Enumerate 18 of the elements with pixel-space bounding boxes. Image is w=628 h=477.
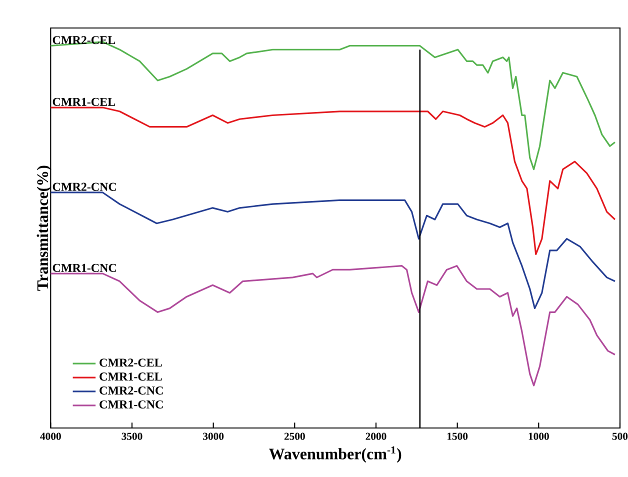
legend-label: CMR1-CNC xyxy=(100,400,163,408)
x-axis-title: Wavenumber(cm$^{-1}$) xyxy=(269,446,402,462)
x-tick-label: 4000 xyxy=(40,432,61,440)
x-tick-label: 3500 xyxy=(122,432,142,440)
annotation: CMR1-CEL xyxy=(52,98,116,106)
annotation: CMR1-CNC xyxy=(52,264,116,272)
x-tick-label: 3000 xyxy=(203,432,224,440)
y-axis-title: Transmittance(%) xyxy=(36,166,52,291)
annotation: CMR2-CEL xyxy=(52,36,116,44)
x-tick-label: 1000 xyxy=(528,432,549,440)
legend-label: CMR2-CEL xyxy=(100,358,162,367)
x-tick-label: 2000 xyxy=(366,432,386,440)
x-tick-label: 1500 xyxy=(448,432,468,440)
annotation: CMR2-CNC xyxy=(52,182,116,191)
x-tick-label: 2500 xyxy=(284,432,305,440)
x-tick-label: 500 xyxy=(612,432,628,440)
legend-label: CMR2-CNC xyxy=(100,386,163,394)
legend-label: CMR1-CEL xyxy=(100,372,162,380)
